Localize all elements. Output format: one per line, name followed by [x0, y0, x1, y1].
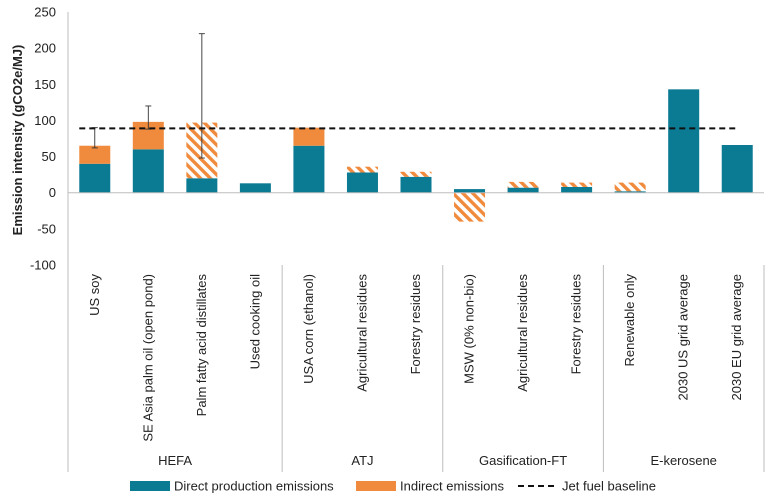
bar-direct — [346, 172, 378, 193]
group-label: E-kerosene — [650, 453, 716, 468]
bar-direct — [79, 163, 111, 193]
category-label: Used cooking oil — [247, 274, 262, 369]
group-label: HEFA — [158, 453, 192, 468]
bar-indirect — [400, 171, 432, 177]
bar-indirect — [79, 145, 111, 164]
legend-label: Indirect emissions — [400, 479, 505, 494]
error-bars — [91, 33, 205, 159]
bar-direct — [721, 145, 753, 193]
bar-direct — [614, 191, 646, 193]
y-tick-label: 150 — [34, 77, 56, 92]
category-label: SE Asia palm oil (open pond) — [140, 274, 155, 442]
bar-direct — [186, 178, 218, 193]
category-label: Forestry residues — [569, 274, 584, 375]
bar-indirect — [454, 192, 486, 222]
bar-indirect — [293, 127, 325, 146]
category-label: Agricultural residues — [515, 274, 530, 392]
category-label: MSW (0% non-bio) — [462, 274, 477, 384]
bar-indirect — [561, 182, 593, 187]
category-label: Forestry residues — [408, 274, 423, 375]
y-tick-label: -100 — [30, 258, 56, 273]
group-labels: HEFA ATJ Gasification-FT E-kerosene — [67, 265, 765, 472]
legend-label: Direct production emissions — [174, 479, 334, 494]
bar-indirect — [614, 182, 646, 192]
bar-direct — [132, 149, 164, 193]
bar-direct — [239, 183, 271, 193]
category-label: USA corn (ethanol) — [301, 274, 316, 384]
bar-indirect — [346, 166, 378, 173]
category-label: Renewable only — [622, 274, 637, 367]
category-label: US soy — [87, 274, 102, 316]
bar-indirect — [507, 181, 539, 188]
bar-direct — [507, 187, 539, 193]
y-tick-label: 50 — [42, 149, 56, 164]
y-axis-label: Emission intensity (gCO2e/MJ) — [10, 45, 25, 236]
y-tick-label: 250 — [34, 5, 56, 20]
category-label: Agricultural residues — [354, 274, 369, 392]
y-tick-label: -50 — [37, 221, 56, 236]
y-axis-ticks: -100 -50 0 50 100 150 200 250 — [30, 5, 56, 273]
bar-direct — [293, 145, 325, 193]
bar-direct — [668, 89, 700, 193]
legend-label: Jet fuel baseline — [562, 479, 656, 494]
y-tick-label: 200 — [34, 41, 56, 56]
bar-direct — [561, 186, 593, 193]
y-tick-label: 100 — [34, 113, 56, 128]
category-label: Palm fatty acid distillates — [194, 274, 209, 417]
bar-direct — [400, 176, 432, 193]
bar-direct — [454, 189, 486, 193]
group-label: Gasification-FT — [479, 453, 567, 468]
y-tick-label: 0 — [49, 185, 56, 200]
legend-swatch — [356, 481, 396, 491]
category-label: 2030 EU grid average — [729, 274, 744, 400]
bars — [67, 12, 764, 265]
legend-swatch — [130, 481, 170, 491]
group-label: ATJ — [351, 453, 373, 468]
category-label: 2030 US grid average — [676, 274, 691, 400]
category-labels: US soy SE Asia palm oil (open pond) Palm f… — [87, 274, 744, 442]
legend: Direct production emissions Indirect emis… — [130, 479, 656, 494]
